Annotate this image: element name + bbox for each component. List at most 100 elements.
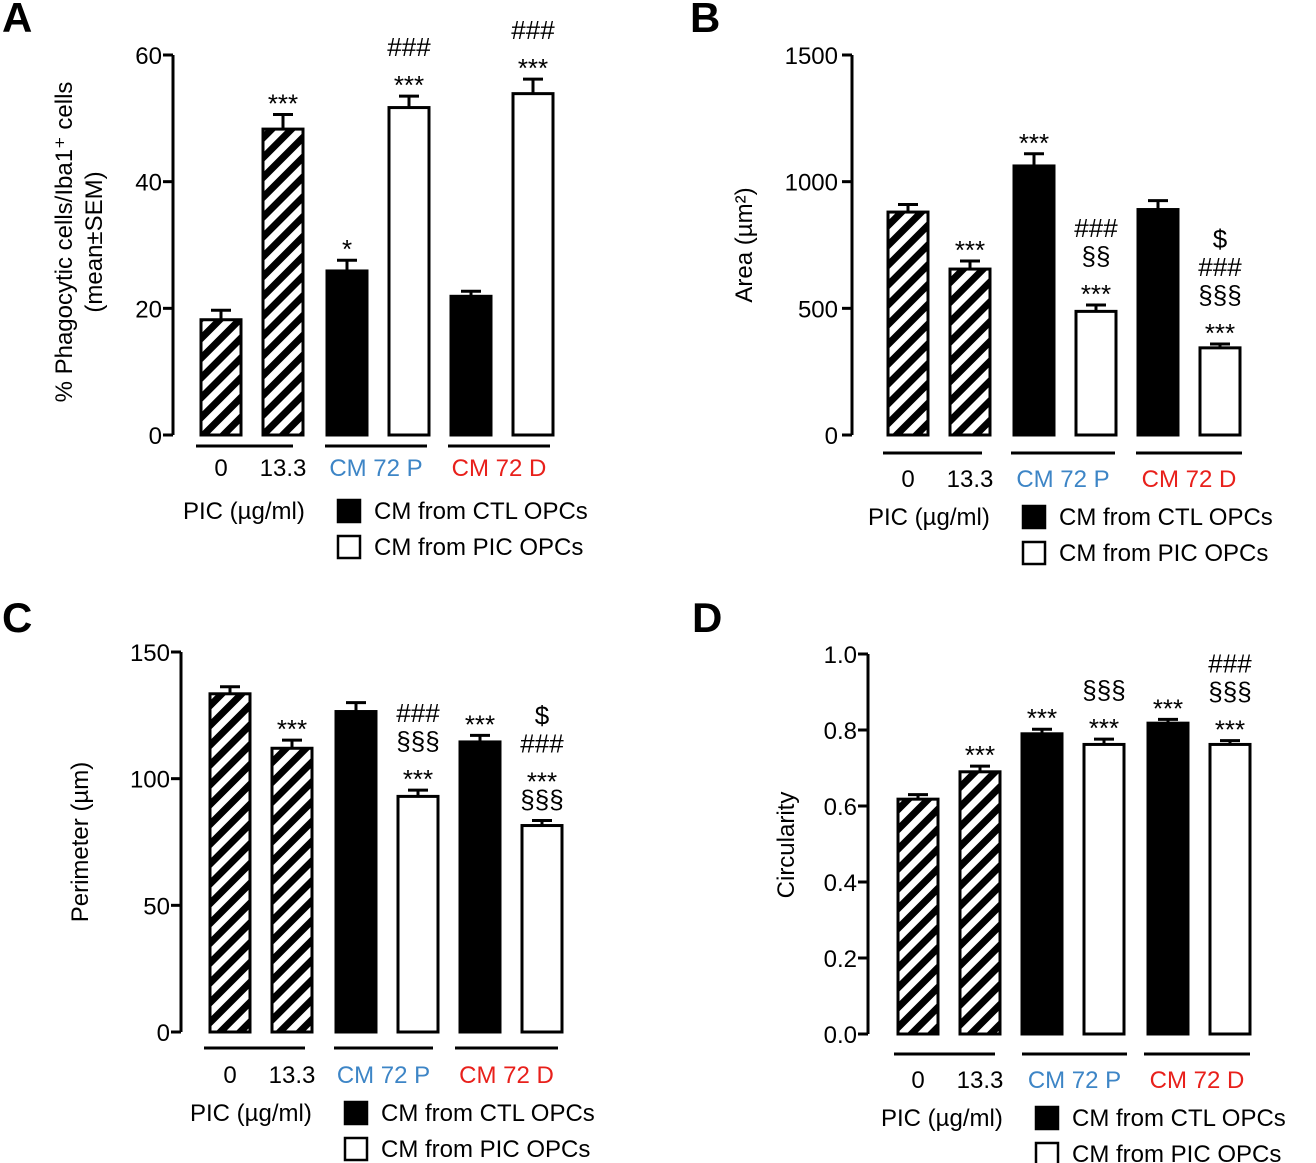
bar [458,740,502,1034]
bar [1074,309,1118,437]
legend-ctl-label: CM from CTL OPCs [374,498,588,525]
y-axis-label: Area (µm²) [731,187,758,302]
legend-pic-opc-label: CM from PIC OPCs [1059,540,1268,567]
significance-mark: *** [277,714,307,744]
category-label-0: 0 [223,1062,236,1089]
significance-mark: $ [1213,224,1228,254]
significance-mark: *** [394,70,424,100]
panel-a: A % Phagocytic cells/Iba1⁺ cells (mean±S… [2,0,588,561]
legend-swatch-ctl [1034,1105,1060,1131]
legend-ctl-label: CM from CTL OPCs [381,1100,595,1127]
category-label-0: 0 [911,1067,924,1094]
significance-mark: ### [1198,252,1242,282]
significance-mark: §§§ [1208,677,1251,707]
bar [1082,742,1126,1036]
bar [199,318,243,437]
bar [208,692,252,1034]
category-label-13-3: 13.3 [957,1067,1004,1094]
y-tick-label: 50 [143,893,170,920]
significance-mark: ### [396,698,440,728]
significance-mark: *** [465,709,495,739]
y-tick-label: 20 [135,296,162,323]
bar [261,127,305,437]
panel-letter-a: A [2,0,32,41]
y-tick-label: 0.4 [824,870,857,897]
legend-pic-label: PIC (µg/ml) [881,1105,1003,1132]
significance-mark: ### [1208,649,1252,679]
significance-mark: $ [535,700,550,730]
y-tick-label: 500 [798,296,838,323]
category-label-13-3: 13.3 [947,466,994,493]
significance-mark: ### [520,728,564,758]
category-label-13-3: 13.3 [269,1062,316,1089]
legend-swatch-pic [336,534,362,560]
bar [948,267,992,437]
legend-ctl-label: CM from CTL OPCs [1072,1105,1286,1132]
category-label-cm-72d: CM 72 D [452,455,547,482]
bar [520,824,564,1034]
significance-mark: ### [1074,213,1118,243]
significance-mark: §§ [1082,241,1111,271]
significance-mark: *** [527,766,557,796]
y-tick-label: 60 [135,43,162,70]
y-tick-label: 100 [130,767,170,794]
panel-letter-d: D [692,594,722,641]
legend-pic-label: PIC (µg/ml) [183,498,305,525]
legend-ctl-label: CM from CTL OPCs [1059,504,1273,531]
panel-d: D Circularity 0.0 0.2 0.4 0.6 0.8 1.0 *** *** *… [692,594,1286,1163]
significance-mark: *** [268,89,298,119]
significance-mark: ### [387,32,431,62]
category-label-0: 0 [214,455,227,482]
bar [270,746,314,1034]
category-label-cm-72p: CM 72 P [329,455,422,482]
significance-mark: §§§ [1082,675,1125,705]
legend-swatch-pic [343,1136,369,1162]
y-tick-label: 0.2 [824,946,857,973]
y-axis-label: Perimeter (µm) [67,762,94,923]
significance-mark: *** [1089,713,1119,743]
bar [396,794,440,1034]
y-tick-label: 1.0 [824,642,857,669]
significance-mark: *** [1205,318,1235,348]
y-tick-label: 150 [130,640,170,667]
bar [896,797,940,1036]
bar [1020,732,1064,1036]
legend-swatch-pic [1034,1141,1060,1163]
legend-pic-label: PIC (µg/ml) [190,1100,312,1127]
legend-swatch-ctl [343,1100,369,1126]
bar [1208,742,1252,1036]
bar [1136,208,1180,437]
legend-pic-opc-label: CM from PIC OPCs [381,1136,590,1163]
y-tick-label: 0.0 [824,1022,857,1049]
y-tick-label: 0 [157,1020,170,1047]
panel-letter-c: C [2,594,32,641]
legend-swatch-ctl [336,498,362,524]
y-axis-label: % Phagocytic cells/Iba1⁺ cells (mean±SEM… [51,82,108,403]
y-tick-label: 1000 [785,170,838,197]
significance-mark: *** [518,53,548,83]
legend-pic-opc-label: CM from PIC OPCs [374,534,583,561]
bar [1146,721,1190,1036]
legend-pic-label: PIC (µg/ml) [868,504,990,531]
y-axis-label: Circularity [773,792,800,899]
category-label-cm-72d: CM 72 D [1150,1067,1245,1094]
significance-mark: *** [965,740,995,770]
y-tick-label: 0.6 [824,794,857,821]
significance-mark: ### [511,15,555,45]
y-axis-label-line1: % Phagocytic cells/Iba1⁺ cells [51,82,78,403]
category-label-cm-72d: CM 72 D [459,1062,554,1089]
bar [511,92,555,437]
y-tick-label: 40 [135,170,162,197]
significance-mark: *** [1027,703,1057,733]
significance-mark: *** [1081,279,1111,309]
significance-mark: *** [1019,128,1049,158]
bar [958,770,1002,1036]
bar [325,269,369,437]
significance-mark: *** [1215,715,1245,745]
significance-mark: §§§ [520,784,563,814]
legend-swatch-pic [1021,540,1047,566]
significance-mark: *** [1153,693,1183,723]
